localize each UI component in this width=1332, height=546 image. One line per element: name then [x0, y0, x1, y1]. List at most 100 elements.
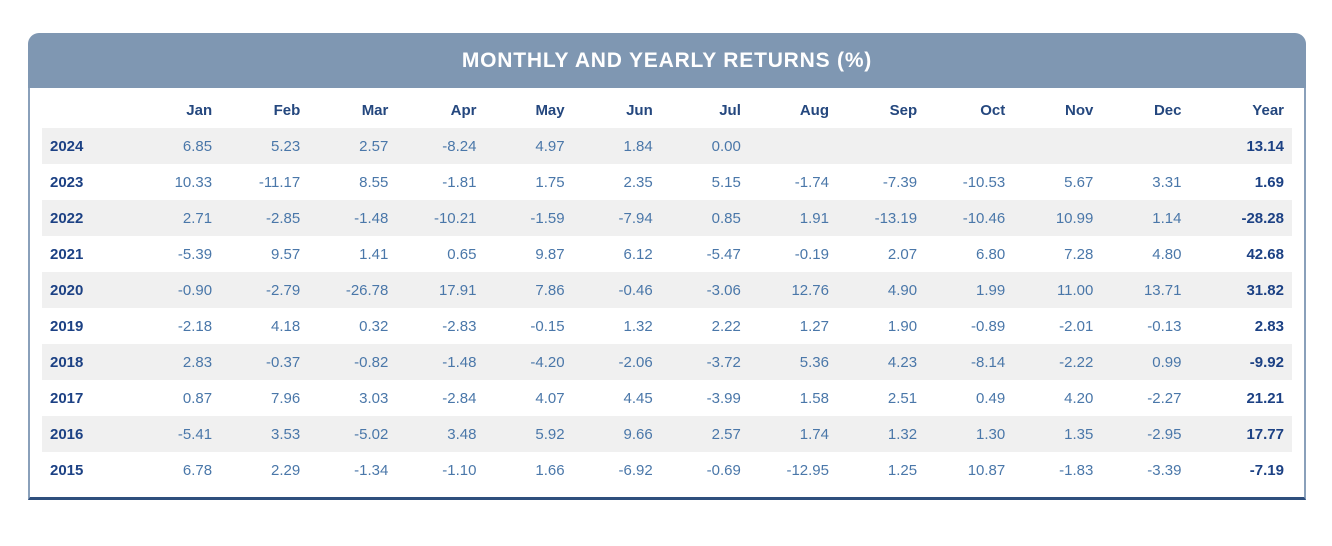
return-cell: -3.39 — [1147, 461, 1182, 479]
returns-table: Jan Feb Mar Apr May Jun Jul Aug Sep Oct Nov Dec Year… — [42, 92, 1292, 488]
year-total-cell: -7.19 — [1249, 461, 1284, 479]
return-cell: 1.90 — [887, 317, 918, 335]
return-cell: 10.33 — [174, 173, 213, 191]
return-cell: -26.78 — [308, 272, 397, 308]
return-cell: -5.02 — [308, 416, 397, 452]
year-total-cell: -9.92 — [1189, 344, 1292, 380]
return-cell: 5.36 — [748, 344, 837, 380]
month-header: Aug — [799, 101, 829, 119]
return-cell: -3.72 — [660, 344, 749, 380]
return-cell: 5.23 — [220, 128, 309, 164]
returns-card: MONTHLY AND YEARLY RETURNS (%) Jan Feb Mar… — [28, 33, 1306, 500]
return-cell: 3.53 — [220, 416, 309, 452]
return-cell: 2.07 — [887, 245, 918, 263]
return-cell: -8.14 — [925, 344, 1014, 380]
return-cell: -2.06 — [572, 344, 661, 380]
return-cell: 1.14 — [1101, 200, 1190, 236]
return-cell: -5.41 — [132, 416, 221, 452]
month-header: Apr — [450, 101, 477, 119]
return-cell: -0.13 — [1147, 317, 1182, 335]
return-cell: 7.86 — [484, 272, 573, 308]
table-row: 2020 -0.90 -2.79 -26.78 17.91 7.86 -0.46 -3.06 1… — [42, 272, 1292, 308]
return-cell: 2.71 — [132, 200, 221, 236]
month-header: Jan — [186, 101, 213, 119]
return-cell: -3.99 — [706, 389, 741, 407]
card-title: MONTHLY AND YEARLY RETURNS (%) — [461, 48, 873, 72]
return-cell: 0.85 — [660, 200, 749, 236]
return-cell: 10.87 — [967, 461, 1006, 479]
return-cell: -1.48 — [396, 344, 485, 380]
year-label: 2019 — [50, 317, 84, 335]
month-header: Dec — [1153, 101, 1182, 119]
table-row: 2022 2.71 -2.85 -1.48 -10.21 -1.59 -7.94 0.85 1.… — [42, 200, 1292, 236]
table-row: 2019 -2.18 4.18 0.32 -2.83 -0.15 1.32 2.22 1.27 1… — [42, 308, 1292, 344]
return-cell: 1.32 — [623, 317, 653, 335]
month-header: Jun — [626, 101, 653, 119]
table-row: 2015 6.78 2.29 -1.34 -1.10 1.66 -6.92 -0.69 -12.… — [42, 452, 1292, 488]
return-cell: -2.83 — [442, 317, 477, 335]
return-cell: 6.85 — [132, 128, 221, 164]
return-cell: -2.22 — [1013, 344, 1102, 380]
year-total-cell: 42.68 — [1246, 245, 1284, 263]
return-cell: -0.69 — [706, 461, 741, 479]
table-row: 2017 0.87 7.96 3.03 -2.84 4.07 4.45 -3.99 1.58 2.… — [42, 380, 1292, 416]
return-cell: -10.21 — [396, 200, 485, 236]
return-cell: 4.07 — [535, 389, 565, 407]
month-header: Feb — [273, 101, 301, 119]
table-row: 2018 2.83 -0.37 -0.82 -1.48 -4.20 -2.06 -3.72 5.… — [42, 344, 1292, 380]
return-cell: 3.31 — [1152, 173, 1182, 191]
return-cell: 2.35 — [623, 173, 653, 191]
corner-header — [42, 92, 132, 128]
year-total-cell: -28.28 — [1189, 200, 1292, 236]
return-cell: -0.37 — [220, 344, 309, 380]
year-total-cell: 21.21 — [1246, 389, 1284, 407]
return-cell: 0.49 — [976, 389, 1006, 407]
return-cell: 3.03 — [359, 389, 389, 407]
year-label: 2018 — [42, 344, 132, 380]
table-row: 2024 6.85 5.23 2.57 -8.24 4.97 1.84 0.00 13.14 — [42, 128, 1292, 164]
return-cell: 1.66 — [535, 461, 565, 479]
month-header: Mar — [361, 101, 389, 119]
return-cell: -2.18 — [177, 317, 213, 335]
return-cell: 1.41 — [359, 245, 389, 263]
return-cell: 1.27 — [799, 317, 829, 335]
return-cell — [1101, 128, 1190, 164]
return-cell: -2.01 — [1059, 317, 1094, 335]
year-label: 2015 — [50, 461, 84, 479]
year-total-cell: 31.82 — [1189, 272, 1292, 308]
year-label: 2022 — [42, 200, 132, 236]
return-cell: 4.90 — [837, 272, 926, 308]
return-cell: -8.24 — [396, 128, 485, 164]
return-cell: -1.74 — [794, 173, 829, 191]
return-cell: -2.79 — [220, 272, 309, 308]
year-label: 2020 — [42, 272, 132, 308]
return-cell: 9.66 — [572, 416, 661, 452]
return-cell: 5.67 — [1064, 173, 1094, 191]
table-row: 2016 -5.41 3.53 -5.02 3.48 5.92 9.66 2.57 1.74 1.… — [42, 416, 1292, 452]
return-cell: -3.06 — [660, 272, 749, 308]
table-row: 2021 -5.39 9.57 1.41 0.65 9.87 6.12 -5.47 -0.19 2… — [42, 236, 1292, 272]
return-cell: 1.84 — [572, 128, 661, 164]
return-cell: -7.94 — [572, 200, 661, 236]
return-cell: 5.92 — [484, 416, 573, 452]
return-cell — [925, 128, 1014, 164]
return-cell: 2.57 — [308, 128, 397, 164]
return-cell: 0.99 — [1101, 344, 1190, 380]
return-cell: 2.83 — [132, 344, 221, 380]
return-cell: -5.47 — [706, 245, 741, 263]
return-cell: -2.95 — [1101, 416, 1190, 452]
year-label: 2017 — [50, 389, 84, 407]
return-cell: -4.20 — [484, 344, 573, 380]
return-cell: -0.89 — [971, 317, 1006, 335]
return-cell: 0.00 — [660, 128, 749, 164]
return-cell: 6.80 — [976, 245, 1006, 263]
return-cell: 2.29 — [271, 461, 301, 479]
return-cell: 1.91 — [748, 200, 837, 236]
year-total-cell: 1.69 — [1254, 173, 1284, 191]
return-cell: 1.75 — [535, 173, 565, 191]
return-cell: 9.57 — [271, 245, 301, 263]
return-cell: 4.20 — [1064, 389, 1094, 407]
month-header: Jul — [719, 101, 741, 119]
year-total-cell: 17.77 — [1189, 416, 1292, 452]
header-row: Jan Feb Mar Apr May Jun Jul Aug Sep Oct Nov Dec Year — [42, 92, 1292, 128]
